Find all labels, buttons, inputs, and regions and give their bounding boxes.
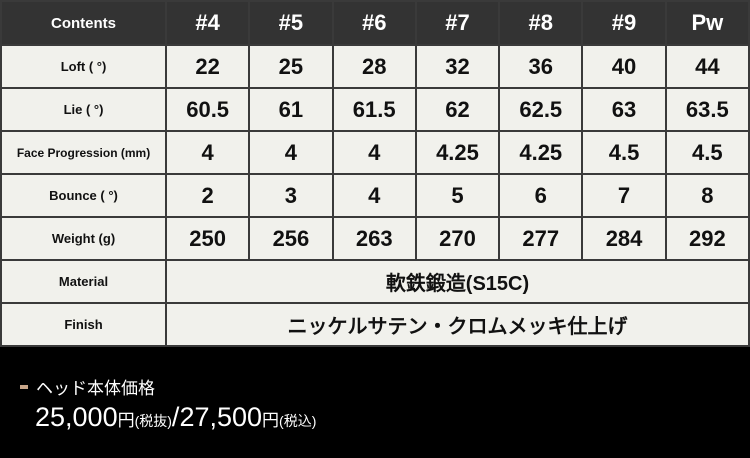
header-cell: #4 — [164, 0, 251, 46]
price-title-text: ヘッド本体価格 — [36, 379, 155, 398]
value-cell: 263 — [331, 216, 417, 261]
header-row: Contents #4 #5 #6 #7 #8 #9 Pw — [0, 0, 750, 46]
value-cell: 63 — [581, 87, 667, 132]
header-cell: #6 — [331, 0, 417, 46]
value-cell: 4.5 — [664, 130, 750, 175]
row-label: Bounce ( °) — [0, 173, 167, 218]
value-cell: 40 — [581, 44, 667, 89]
spec-row: Loft ( °) 22 25 28 32 36 40 44 — [0, 44, 750, 89]
value-cell: 7 — [581, 173, 667, 218]
value-cell: 28 — [331, 44, 417, 89]
bullet-icon — [20, 384, 28, 389]
price-title: ヘッド本体価格 — [20, 374, 155, 399]
row-label: Lie ( °) — [0, 87, 167, 132]
price-excl: 25,000 — [35, 402, 118, 432]
separator: / — [171, 402, 180, 432]
price-line: 25,000円(税抜)/27,500円(税込) — [35, 402, 316, 433]
spec-row: Lie ( °) 60.5 61 61.5 62 62.5 63 63.5 — [0, 87, 750, 132]
header-cell: #9 — [581, 0, 667, 46]
spec-row: Bounce ( °) 2 3 4 5 6 7 8 — [0, 173, 750, 218]
value-cell: 2 — [164, 173, 251, 218]
tax-incl-note: (税込) — [279, 413, 317, 429]
row-label: Face Progression (mm) — [0, 130, 167, 175]
value-cell: 292 — [664, 216, 750, 261]
value-cell: 63.5 — [664, 87, 750, 132]
value-cell: 22 — [164, 44, 251, 89]
price-section: ヘッド本体価格 25,000円(税抜)/27,500円(税込) — [0, 348, 750, 458]
row-label: Loft ( °) — [0, 44, 167, 89]
value-cell: 4 — [331, 173, 417, 218]
value-cell: 62.5 — [498, 87, 584, 132]
value-cell: 4.25 — [498, 130, 584, 175]
material-value: 軟鉄鍛造(S15C) — [165, 259, 750, 304]
value-cell: 4 — [164, 130, 251, 175]
finish-row: Finish ニッケルサテン・クロムメッキ仕上げ — [0, 302, 750, 347]
value-cell: 4 — [248, 130, 334, 175]
header-cell: #5 — [248, 0, 334, 46]
value-cell: 8 — [664, 173, 750, 218]
spec-table: Contents #4 #5 #6 #7 #8 #9 Pw Loft ( °) 2… — [0, 0, 750, 347]
spec-row: Weight (g) 250 256 263 270 277 284 292 — [0, 216, 750, 261]
value-cell: 256 — [248, 216, 334, 261]
value-cell: 3 — [248, 173, 334, 218]
row-label: Finish — [0, 302, 167, 347]
header-cell: #7 — [414, 0, 501, 46]
yen-unit: 円 — [117, 411, 135, 430]
value-cell: 60.5 — [164, 87, 251, 132]
value-cell: 277 — [498, 216, 584, 261]
price-incl: 27,500 — [179, 402, 263, 432]
row-label: Weight (g) — [0, 216, 167, 261]
value-cell: 4 — [331, 130, 417, 175]
value-cell: 6 — [498, 173, 584, 218]
header-cell: Contents — [0, 0, 167, 46]
spec-row: Face Progression (mm) 4 4 4 4.25 4.25 4.5 4.5 — [0, 130, 750, 175]
header-cell: #8 — [498, 0, 584, 46]
yen-unit: 円 — [262, 411, 280, 430]
header-cell: Pw — [664, 0, 750, 46]
value-cell: 250 — [164, 216, 251, 261]
value-cell: 284 — [581, 216, 667, 261]
row-label: Material — [0, 259, 167, 304]
value-cell: 61.5 — [331, 87, 417, 132]
value-cell: 4.25 — [414, 130, 501, 175]
value-cell: 62 — [414, 87, 501, 132]
value-cell: 44 — [664, 44, 750, 89]
tax-excl-note: (税抜) — [134, 413, 172, 429]
value-cell: 32 — [414, 44, 501, 89]
value-cell: 61 — [248, 87, 334, 132]
finish-value: ニッケルサテン・クロムメッキ仕上げ — [165, 302, 750, 347]
material-row: Material 軟鉄鍛造(S15C) — [0, 259, 750, 304]
value-cell: 5 — [414, 173, 501, 218]
value-cell: 25 — [248, 44, 334, 89]
value-cell: 4.5 — [581, 130, 667, 175]
value-cell: 270 — [414, 216, 501, 261]
value-cell: 36 — [498, 44, 584, 89]
